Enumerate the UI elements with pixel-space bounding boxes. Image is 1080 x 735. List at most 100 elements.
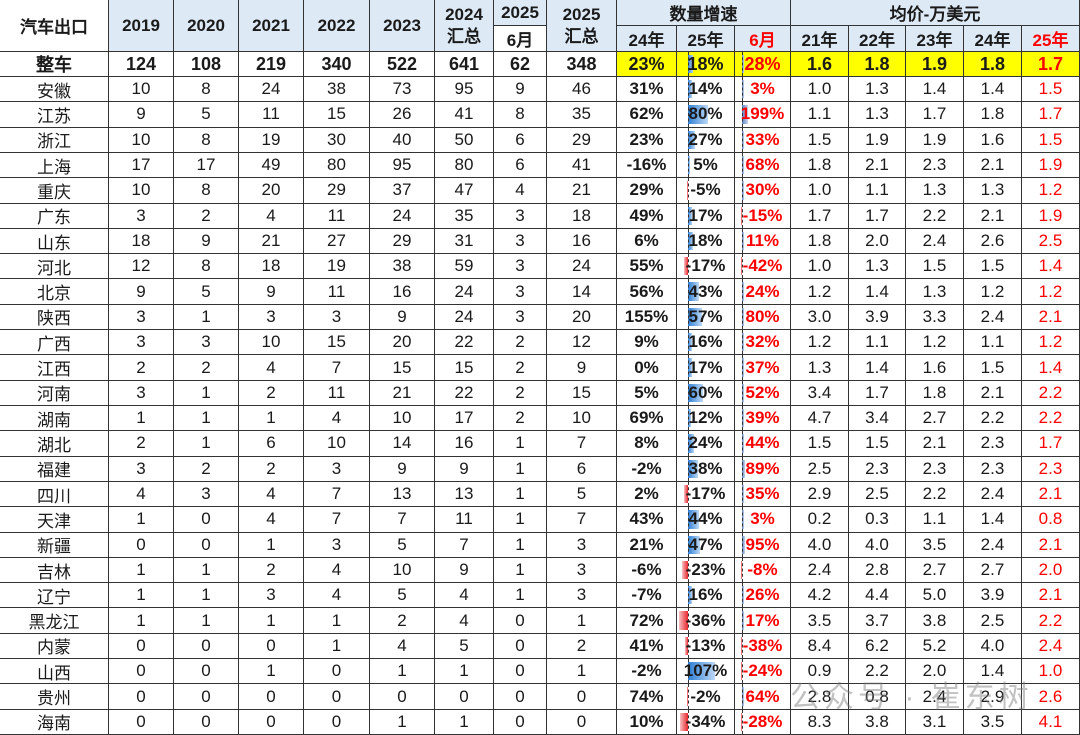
value-cell-text: 4 (331, 559, 342, 579)
price-cell-text: 2.4 (980, 534, 1005, 554)
value-cell: 1 (370, 659, 435, 685)
price-cell: 3.9 (964, 583, 1022, 609)
value-cell: 0 (304, 709, 370, 735)
value-cell-text: 8 (201, 129, 211, 149)
row-name: 黑龙江 (0, 608, 109, 634)
row-name: 天津 (0, 507, 109, 533)
value-cell: 0 (109, 659, 174, 685)
price-cell-text: 2.5 (1038, 230, 1063, 250)
value-cell-text: 18 (572, 205, 591, 225)
price-header-text: 22年 (859, 31, 895, 50)
value-cell-text: 4 (397, 635, 407, 655)
value-cell: 4 (304, 557, 370, 584)
value-cell-text: 0 (266, 711, 276, 731)
price-cell-text: 2.3 (1038, 458, 1063, 478)
growth-cell-text: -24% (742, 661, 783, 681)
value-cell-text: 0 (331, 686, 342, 706)
value-cell-text: 1 (331, 610, 342, 630)
value-cell: 8 (174, 127, 239, 153)
price-header-text: 23年 (916, 31, 953, 50)
price-cell-text: 1.5 (980, 256, 1005, 276)
price-cell-text: 2.6 (1038, 686, 1063, 706)
price-cell-text: 3.1 (922, 711, 947, 731)
price-cell-text: 2.3 (865, 458, 889, 478)
value-cell: 7 (304, 355, 370, 381)
row-name: 江苏 (0, 102, 109, 128)
value-cell: 41 (547, 152, 617, 179)
price-cell-text: 2.9 (980, 686, 1005, 706)
value-cell-text: 3 (201, 332, 211, 352)
value-cell-text: 2 (266, 559, 276, 579)
price-cell: 2.3 (906, 152, 964, 179)
row-name-text: 河北 (37, 258, 71, 278)
price-cell: 3.4 (849, 406, 906, 432)
value-cell-text: 18 (131, 230, 151, 250)
value-cell-text: 49 (261, 155, 281, 175)
value-cell-text: 4 (515, 180, 525, 200)
growth-cell-text: 12% (688, 408, 723, 428)
growth-cell: 37% (735, 355, 791, 381)
value-cell-text: 0 (136, 635, 146, 655)
price-cell-text: 1.3 (980, 180, 1005, 200)
value-cell: 2 (239, 456, 304, 482)
price-cell: 1.9 (906, 127, 964, 153)
price-cell-text: 2.2 (1038, 382, 1063, 402)
price-cell: 1.9 (1022, 203, 1080, 229)
value-cell: 18 (239, 254, 304, 280)
value-cell-text: 38 (327, 79, 346, 99)
value-cell: 2 (494, 406, 547, 432)
value-cell-text: 5 (397, 534, 407, 554)
price-header: 23年 (906, 26, 964, 52)
value-cell: 18 (547, 203, 617, 229)
value-cell-text: 10 (392, 408, 412, 428)
price-cell: 1.0 (791, 77, 849, 103)
value-cell: 1 (239, 406, 304, 432)
growth-cell-text: -23% (685, 559, 726, 579)
price-cell-text: 4.0 (980, 635, 1005, 655)
row-name: 北京 (0, 279, 109, 305)
growth-cell-text: -17% (685, 256, 726, 276)
value-cell-text: 3 (515, 281, 525, 301)
value-cell-text: 29 (327, 180, 346, 200)
price-cell: 4.7 (791, 406, 849, 432)
value-cell: 20 (370, 330, 435, 356)
growth-header-text: 24年 (628, 31, 665, 50)
value-cell: 0 (304, 659, 370, 685)
price-cell-text: 2.4 (980, 306, 1005, 326)
row-name: 辽宁 (0, 583, 109, 609)
growth-data-bar (679, 611, 688, 630)
value-cell: 11 (304, 203, 370, 229)
bar-axis (742, 330, 743, 355)
value-cell: 4 (239, 355, 304, 381)
value-cell-text: 20 (261, 180, 281, 200)
price-cell-text: 1.4 (980, 661, 1005, 681)
price-cell: 2.5 (849, 481, 906, 508)
price-cell-text: 2.2 (922, 484, 947, 504)
growth-cell: 80% (735, 304, 791, 331)
value-cell: 3 (109, 304, 174, 331)
growth-cell-text: 3% (750, 509, 775, 529)
value-cell: 24 (547, 254, 617, 280)
value-cell-text: 14 (392, 433, 412, 453)
growth-cell-text: 155% (624, 306, 669, 326)
value-cell-text: 4 (266, 205, 276, 225)
growth-data-bar (683, 257, 688, 276)
growth-cell-text: -7% (631, 585, 662, 605)
row-name-text: 吉林 (37, 562, 71, 582)
value-cell-text: 0 (136, 534, 146, 554)
growth-cell: 199% (735, 102, 791, 128)
growth-cell: -42% (735, 254, 791, 280)
value-cell: 6 (547, 456, 617, 482)
price-cell: 1.0 (791, 254, 849, 280)
price-cell: 2.1 (906, 431, 964, 457)
value-cell-text: 219 (255, 53, 287, 74)
value-cell: 3 (174, 330, 239, 356)
year-header-bottom: 汇总 (447, 26, 481, 46)
price-cell-text: 1.5 (865, 433, 889, 453)
growth-cell: 11% (735, 228, 791, 255)
growth-header: 25年 (677, 26, 735, 52)
value-cell: 1 (174, 304, 239, 331)
value-cell-text: 17 (454, 408, 474, 428)
value-cell-text: 0 (201, 711, 211, 731)
value-cell: 19 (304, 254, 370, 280)
